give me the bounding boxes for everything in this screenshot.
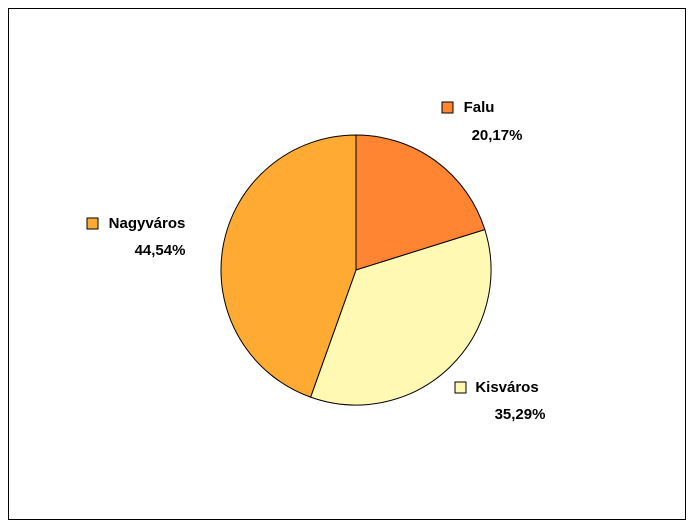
slice-label: Falu bbox=[464, 99, 495, 116]
pie-slice bbox=[220, 134, 357, 398]
slice-value-label: 20,17% bbox=[472, 127, 523, 144]
slice-label: Kisváros bbox=[475, 379, 538, 396]
pie-slice bbox=[309, 229, 492, 406]
slice-label: Nagyváros bbox=[109, 215, 186, 232]
legend-swatch bbox=[454, 381, 467, 394]
slice-value-label: 35,29% bbox=[495, 406, 546, 423]
slice-value-label: 44,54% bbox=[135, 242, 186, 259]
pie-slice bbox=[355, 134, 486, 271]
legend-swatch bbox=[86, 217, 99, 230]
legend-swatch bbox=[441, 101, 454, 114]
